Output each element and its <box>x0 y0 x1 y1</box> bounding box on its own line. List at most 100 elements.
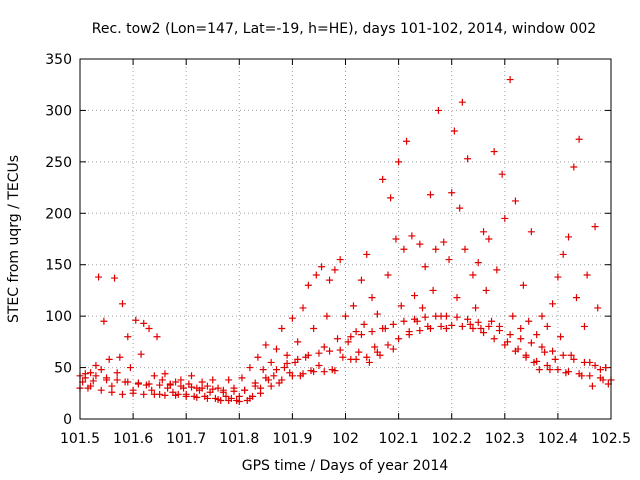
x-tick-label: 101.6 <box>113 431 153 447</box>
data-point <box>349 302 357 310</box>
data-point <box>103 374 111 382</box>
data-point <box>97 366 105 374</box>
data-point <box>113 376 121 384</box>
data-point <box>416 327 424 335</box>
data-point <box>209 376 217 384</box>
data-point <box>272 345 280 353</box>
y-tick-label: 150 <box>45 258 72 274</box>
data-point <box>501 341 509 349</box>
data-point <box>246 394 254 402</box>
data-points <box>76 76 615 406</box>
data-point <box>488 317 496 325</box>
data-point <box>198 384 206 392</box>
data-point <box>493 266 501 274</box>
data-point <box>437 322 445 330</box>
data-point <box>124 333 132 341</box>
data-point <box>310 368 318 376</box>
data-point <box>214 384 222 392</box>
data-point <box>118 390 126 398</box>
data-point <box>235 398 243 406</box>
data-point <box>480 228 488 236</box>
data-point <box>177 382 185 390</box>
data-point <box>498 170 506 178</box>
data-point <box>458 98 466 106</box>
x-tick-label: 101.7 <box>166 431 206 447</box>
data-point <box>445 256 453 264</box>
data-point <box>379 324 387 332</box>
data-point <box>156 381 164 389</box>
data-point <box>565 368 573 376</box>
data-point <box>342 312 349 320</box>
data-point <box>405 331 413 339</box>
data-point <box>326 347 334 355</box>
data-point <box>241 386 249 394</box>
data-point <box>384 341 392 349</box>
data-point <box>509 312 517 320</box>
data-point <box>395 158 403 166</box>
data-point <box>527 339 535 347</box>
data-point <box>596 374 604 382</box>
data-point <box>565 233 573 241</box>
data-point <box>339 353 347 361</box>
data-point <box>559 351 567 359</box>
data-point <box>145 324 153 332</box>
data-point <box>543 322 551 330</box>
data-point <box>474 259 482 267</box>
data-point <box>283 359 291 367</box>
data-point <box>426 324 434 332</box>
data-point <box>517 324 525 332</box>
data-point <box>429 286 437 294</box>
data-point <box>225 376 233 384</box>
data-point <box>485 322 493 330</box>
data-point <box>522 353 530 361</box>
data-point <box>108 388 116 396</box>
data-point <box>519 281 527 289</box>
data-point <box>490 335 498 343</box>
data-point <box>148 386 156 394</box>
data-point <box>153 333 161 341</box>
data-point <box>572 294 580 302</box>
y-tick-label: 100 <box>45 309 72 325</box>
x-tick-label: 101.9 <box>272 431 312 447</box>
data-point <box>365 358 373 366</box>
data-point <box>501 214 509 222</box>
data-point <box>219 386 227 394</box>
data-point <box>450 127 458 135</box>
data-point <box>272 366 280 374</box>
data-point <box>262 341 270 349</box>
data-point <box>150 390 158 398</box>
data-point <box>379 175 387 183</box>
data-point <box>137 350 145 358</box>
data-point <box>299 370 307 378</box>
data-point <box>442 312 450 320</box>
data-point <box>440 238 448 246</box>
data-point <box>331 367 339 375</box>
data-point <box>533 331 541 339</box>
data-point <box>336 346 344 354</box>
data-point <box>278 324 286 332</box>
x-axis-label: GPS time / Days of year 2014 <box>242 458 449 474</box>
data-point <box>368 294 376 302</box>
data-point <box>336 256 344 264</box>
data-point <box>267 382 275 390</box>
data-point <box>387 194 395 202</box>
data-point <box>294 338 302 346</box>
data-point <box>363 353 371 361</box>
data-point <box>517 335 525 343</box>
data-point <box>172 391 180 399</box>
data-point <box>97 386 105 394</box>
data-point <box>580 322 588 330</box>
data-point <box>400 245 408 253</box>
data-point <box>408 232 416 240</box>
data-point <box>575 135 583 143</box>
data-point <box>150 372 158 380</box>
data-point <box>225 396 233 404</box>
data-point <box>490 148 498 156</box>
data-point <box>334 335 342 343</box>
data-point <box>105 355 113 363</box>
data-point <box>418 304 426 312</box>
data-point <box>389 345 397 353</box>
data-point <box>323 312 331 320</box>
data-point <box>92 372 100 380</box>
data-point <box>100 317 108 325</box>
